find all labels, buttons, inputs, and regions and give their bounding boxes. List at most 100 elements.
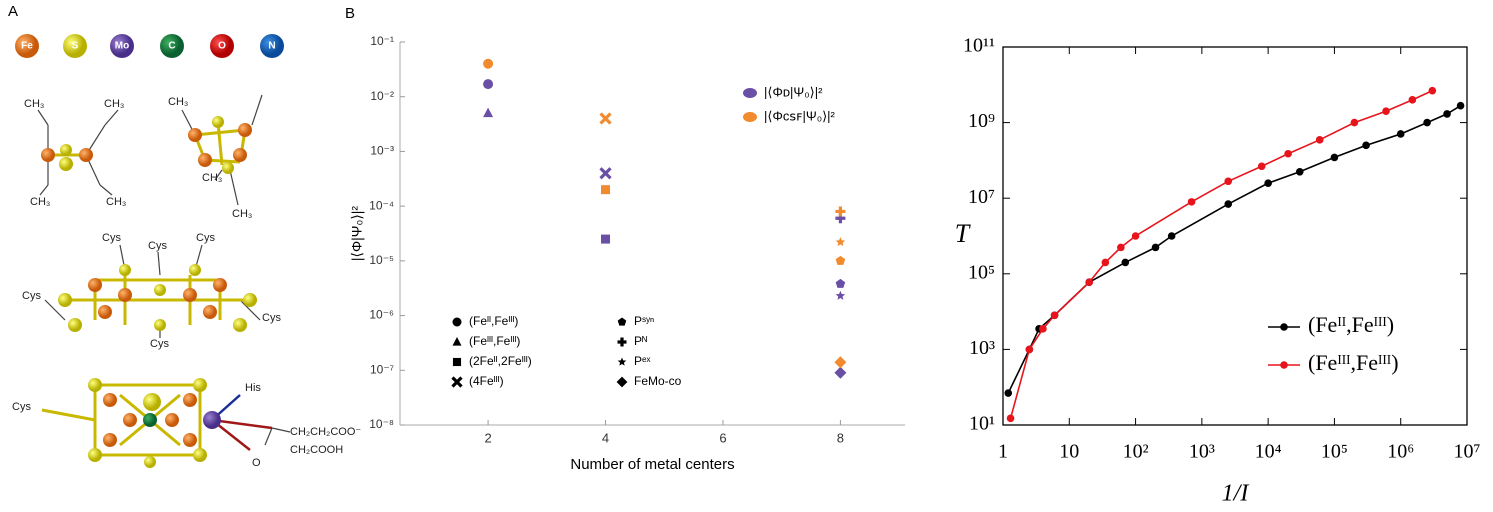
legend-marker: [617, 357, 627, 366]
atom-label: CH₂CH₂COO⁻: [290, 426, 361, 438]
legend-label: (4Feᴵᴵᴵ): [469, 374, 504, 388]
legend-label: Pˢʸⁿ: [634, 314, 654, 328]
y-tick-label: 10⁻²: [370, 89, 394, 103]
element-label: Fe: [21, 41, 33, 52]
data-point: [1396, 130, 1405, 138]
x-axis-label: Number of metal centers: [570, 456, 734, 473]
legend-marker: [617, 337, 627, 347]
atom-label: Cys: [102, 232, 121, 244]
atom-label: CH₃: [24, 98, 44, 110]
legend-marker: [1280, 323, 1288, 331]
legend-marker: [452, 317, 462, 327]
atom-label: Cys: [150, 338, 169, 350]
data-point: [483, 107, 494, 118]
x-tick-label: 4: [602, 430, 609, 445]
plot-frame: [1002, 46, 1468, 426]
data-point: [599, 112, 612, 125]
x-tick-label: 10⁶: [1387, 441, 1414, 463]
data-point: [1006, 414, 1015, 423]
legend-label: |⟨Φᴅ|Ψ₀⟩|²: [764, 84, 823, 99]
legend-label: (Feᴵᴵᴵ,Feᴵᴵᴵ): [1308, 350, 1399, 375]
y-tick-label: 10⁻¹: [370, 34, 394, 48]
element-ball: [210, 34, 234, 58]
data-point: [1085, 278, 1094, 286]
legend-label: (Feᴵᴵᴵ,Feᴵᴵᴵ): [469, 334, 520, 348]
legend-label: Pᴺ: [634, 334, 647, 348]
data-point: [599, 167, 612, 180]
atom-label: CH₃: [106, 196, 126, 208]
atom-label: His: [245, 382, 261, 394]
atom-label: CH₃: [232, 208, 252, 220]
data-point: [1224, 200, 1233, 208]
y-tick-label: 10⁻⁷: [370, 362, 394, 376]
legend-label: |⟨Φᴄꜱꜰ|Ψ₀⟩|²: [764, 108, 836, 123]
x-tick-label: 10³: [1189, 441, 1215, 463]
x-tick-label: 10⁴: [1255, 441, 1282, 463]
element-ball: [15, 34, 39, 58]
y-tick-label: 10⁻⁵: [369, 253, 394, 267]
panel-a: A Fe S Mo C O N CH₃ CH₃ CH₃ CH₃: [8, 3, 361, 469]
y-axis-label: T: [955, 219, 971, 248]
data-point: [1039, 325, 1047, 333]
element-ball: [160, 34, 184, 58]
data-point: [1284, 149, 1292, 158]
molecule-1: CH₃ CH₃ CH₃ CH₃: [24, 98, 126, 208]
data-point: [1050, 311, 1059, 320]
x-tick-label: 8: [837, 430, 844, 445]
panel-label: B: [345, 5, 355, 22]
y-tick-label: 10³: [969, 337, 995, 359]
atom-label: CH₃: [168, 96, 188, 108]
atom-label: CH₃: [30, 196, 50, 208]
x-tick-label: 10²: [1123, 441, 1149, 463]
legend-marker: [1280, 361, 1288, 369]
data-point: [835, 255, 846, 265]
data-point: [1295, 167, 1304, 176]
data-point: [1315, 136, 1324, 144]
x-tick-label: 2: [484, 430, 491, 445]
molecule-3: Cys Cys Cys Cys Cys Cys: [22, 232, 281, 350]
data-point: [1121, 258, 1130, 267]
x-tick-label: 1: [998, 441, 1008, 463]
element-ball: [63, 34, 87, 58]
data-point: [835, 206, 846, 217]
data-point: [1187, 198, 1196, 206]
molecule-4: Cys His CH₂CH₂COO⁻ CH₂COOH O: [12, 378, 361, 469]
element-label: O: [218, 41, 226, 52]
legend-swatch: [743, 88, 757, 98]
data-point: [1423, 118, 1431, 127]
x-axis-label: 1/I: [1222, 481, 1250, 507]
data-point: [1362, 141, 1370, 150]
data-point: [1264, 179, 1272, 187]
data-point: [1428, 86, 1437, 95]
data-point: [1131, 232, 1140, 240]
data-point: [835, 278, 846, 288]
data-point: [1025, 345, 1034, 354]
legend-label: Pᵉˣ: [634, 354, 650, 368]
y-tick-label: 10⁻⁸: [369, 417, 394, 431]
element-ball: [110, 34, 134, 58]
data-point: [601, 185, 611, 195]
element-label: S: [72, 41, 79, 52]
legend-marker: [617, 317, 627, 326]
y-axis-label: |⟨Φ|Ψ₀⟩|²: [349, 206, 365, 262]
legend-marker: [452, 357, 462, 367]
legend-label: FeMo-co: [634, 374, 682, 388]
legend-label: (2Feᴵᴵ,2Feᴵᴵᴵ): [469, 354, 532, 368]
data-point: [1101, 258, 1110, 267]
x-tick-label: 10⁷: [1454, 441, 1481, 463]
data-point: [835, 290, 846, 300]
atom-label: CH₃: [202, 172, 222, 184]
atom-label: Cys: [262, 312, 281, 324]
data-point: [1167, 232, 1176, 240]
legend-swatch: [743, 112, 757, 122]
x-tick-label: 6: [719, 430, 726, 445]
data-point: [1224, 177, 1233, 186]
data-point: [1456, 101, 1465, 110]
data-point: [1350, 118, 1359, 127]
y-tick-label: 10⁻⁶: [369, 308, 394, 322]
panel-label: A: [8, 3, 18, 20]
data-point: [1408, 96, 1417, 104]
y-tick-label: 10⁷: [968, 186, 995, 208]
y-tick-label: 10¹: [969, 413, 995, 435]
